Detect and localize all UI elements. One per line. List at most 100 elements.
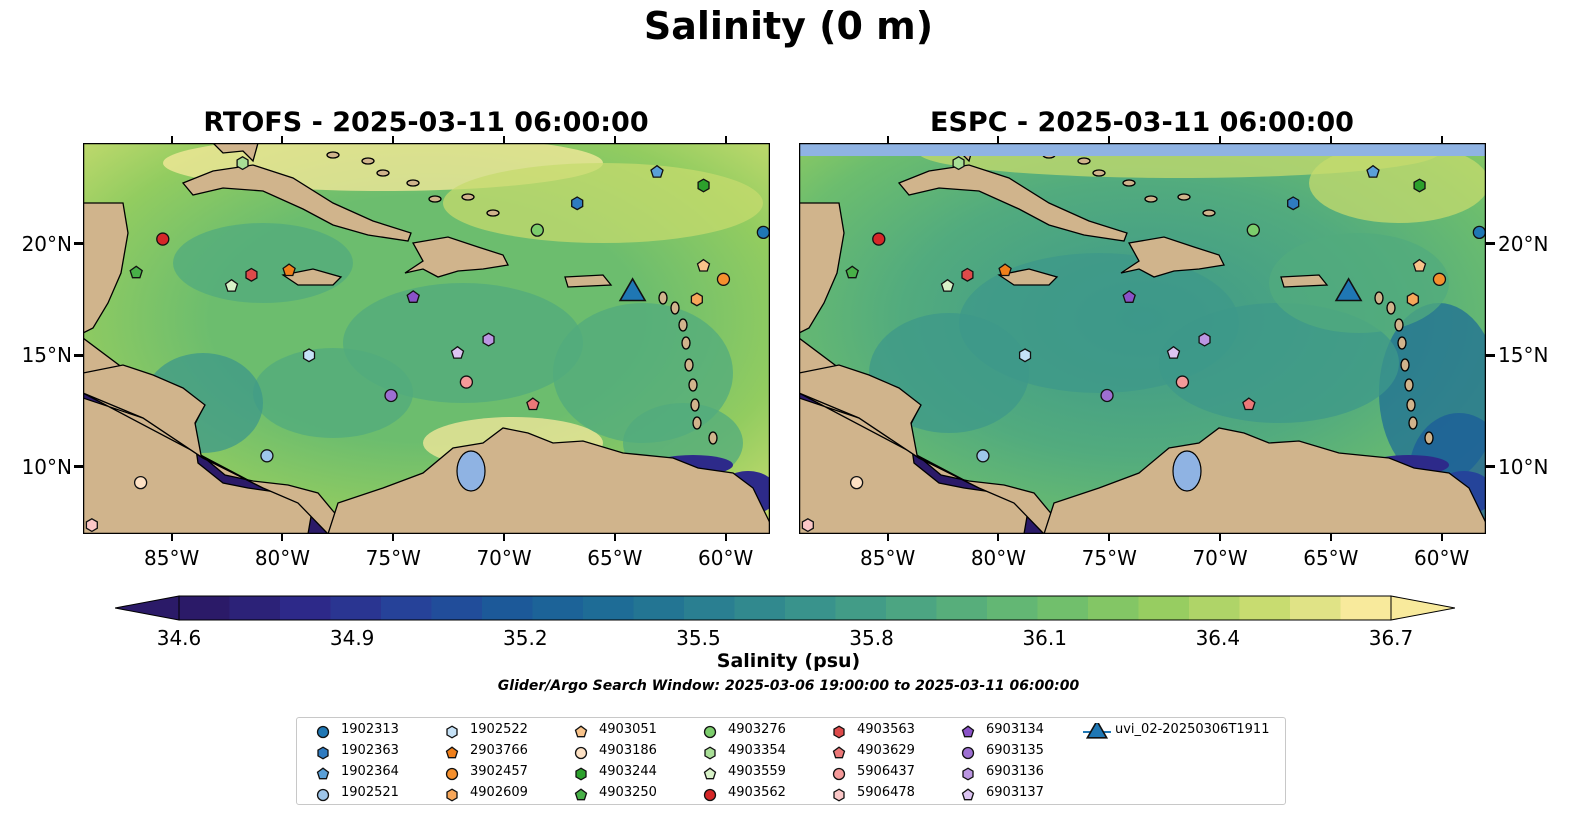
legend-marker	[703, 788, 717, 802]
land-bahamas	[326, 151, 340, 159]
land-cuba	[897, 164, 1128, 242]
legend-marker	[574, 725, 588, 738]
marker-6903135	[1100, 388, 1114, 403]
marker-4903186	[849, 475, 864, 490]
marker-4902609	[690, 292, 703, 307]
marker-4902609	[1406, 292, 1419, 307]
panel-title-espc: ESPC - 2025-03-11 06:00:00	[930, 107, 1354, 138]
legend-marker-4903051	[574, 725, 588, 738]
map-frame	[83, 143, 770, 534]
lon-tick-mark-top	[170, 136, 173, 143]
marker-uvi_02-20250306T1911	[618, 277, 647, 302]
land-lesser-antilles	[690, 398, 700, 412]
land-lesser-antilles	[708, 431, 718, 445]
marker-1902363	[571, 196, 584, 211]
legend-marker-4903562	[703, 788, 717, 802]
marker-1902522	[1018, 348, 1032, 363]
colorbar-segment	[684, 596, 736, 620]
land-bahamas	[1144, 195, 1158, 203]
lat-tick-mark	[1486, 353, 1495, 357]
legend-marker-5906478	[833, 788, 845, 802]
land-isthmus	[83, 364, 354, 534]
legend-label: 6903137	[986, 785, 1044, 800]
marker-uvi_02-20250306T1911	[1334, 277, 1363, 302]
colorbar-tick-label: 36.4	[1195, 626, 1241, 650]
salinity-patch	[443, 163, 763, 243]
lon-tick-mark-top	[1329, 136, 1332, 143]
search-window-caption: Glider/Argo Search Window: 2025-03-06 19…	[497, 678, 1080, 694]
legend-marker	[961, 788, 975, 801]
lake-maracaibo	[456, 450, 486, 492]
legend-marker	[317, 746, 329, 760]
marker-6903137	[1166, 345, 1181, 359]
marker-6903134	[1122, 290, 1136, 303]
land-cuba	[181, 164, 412, 242]
lat-tick-mark	[74, 353, 83, 357]
axis-tick-labels: 85°W 80°W 75°W 70°W 65°W 60°W 20°N 15°N 10°N 85°W…	[22, 136, 1549, 570]
marker-6903135	[384, 388, 398, 403]
land-lesser-antilles	[678, 318, 688, 332]
salinity-patch	[253, 348, 413, 438]
lon-tick-mark	[281, 534, 284, 541]
lon-tick-mark-top	[997, 136, 1000, 143]
legend-label: 1902521	[341, 785, 399, 800]
legend-marker-1902521	[316, 788, 330, 802]
lat-tick-label: 20°N	[1498, 231, 1549, 256]
marker-1902521	[976, 449, 990, 463]
lon-tick-mark-top	[392, 136, 395, 143]
legend-marker	[316, 767, 330, 780]
legend-label: 4903563	[857, 722, 915, 737]
legend-marker-6903135	[961, 746, 975, 760]
lat-tick-mark	[74, 242, 83, 246]
legend-label: 4903051	[599, 722, 657, 737]
legend-marker	[832, 767, 846, 781]
lon-tick-mark	[1219, 534, 1222, 541]
lon-tick-mark	[997, 534, 1000, 541]
marker-1902363	[1287, 196, 1300, 211]
land-bahamas	[461, 193, 475, 201]
land-lesser-antilles	[1424, 431, 1434, 445]
legend-marker	[962, 767, 974, 781]
colorbar-segment	[229, 596, 281, 620]
colorbar-segment	[1189, 596, 1241, 620]
legend-marker-4903354	[704, 746, 716, 760]
land-lesser-antilles	[1374, 291, 1384, 305]
colorbar-segment	[1088, 596, 1140, 620]
land-hispaniola	[404, 236, 509, 278]
marker-1902522	[302, 348, 316, 363]
land-lesser-antilles	[1397, 336, 1407, 350]
lon-tick-mark	[503, 534, 506, 541]
legend-marker	[1083, 723, 1111, 739]
marker-4903354	[952, 156, 965, 171]
colorbar-segment	[381, 596, 433, 620]
legend-marker-4903250	[574, 788, 588, 801]
marker-4903563	[245, 267, 258, 282]
marker-4903051	[1412, 258, 1427, 272]
legend-marker	[445, 746, 459, 759]
colorbar-segment	[886, 596, 938, 620]
land-lesser-antilles	[1406, 398, 1416, 412]
salinity-patch	[1309, 143, 1486, 223]
legend-marker	[445, 767, 459, 781]
lon-tick-label: 60°W	[1414, 546, 1470, 570]
legend-marker-2903766	[445, 746, 459, 759]
legend-marker-uvi_02-20250306T1911	[1085, 723, 1109, 739]
marker-1902364	[650, 164, 664, 178]
colorbar-tick-label: 35.5	[676, 626, 721, 650]
legend-marker	[961, 746, 975, 760]
land-lesser-antilles	[1394, 318, 1404, 332]
legend-marker-4903559	[703, 767, 717, 780]
map-panel-espc	[799, 143, 1486, 534]
land-lesser-antilles	[688, 378, 698, 392]
marker-4903250	[845, 265, 859, 279]
colorbar-frame	[178, 595, 1392, 621]
panel-title-rtofs: RTOFS - 2025-03-11 06:00:00	[203, 107, 649, 138]
marker-4903562	[872, 232, 886, 246]
land-isthmus	[799, 364, 1070, 534]
marker-5906437	[1175, 375, 1190, 389]
colorbar-tick-label: 35.2	[503, 626, 548, 650]
colorbar-tick-label: 36.7	[1368, 626, 1414, 650]
lon-tick-mark-top	[613, 136, 616, 143]
land-jamaica	[997, 268, 1059, 286]
marker-6903134	[406, 290, 420, 303]
